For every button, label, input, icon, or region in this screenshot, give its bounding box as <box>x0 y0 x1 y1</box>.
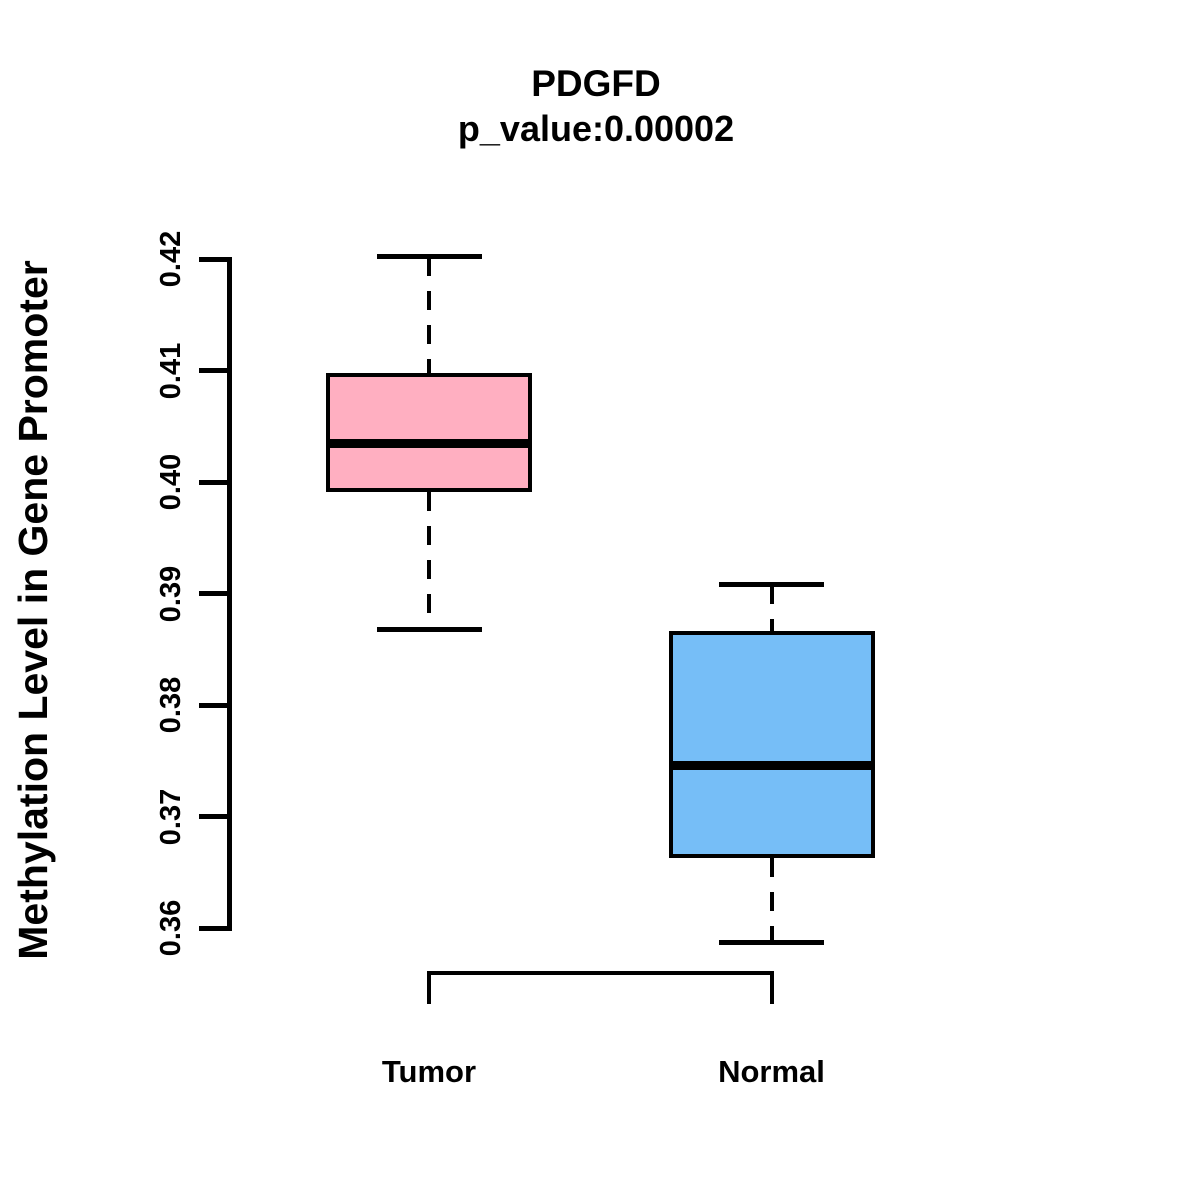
y-tick <box>199 256 229 262</box>
normal-min-cap <box>719 940 824 945</box>
y-tick <box>199 702 229 708</box>
y-tick <box>199 368 229 373</box>
y-tick <box>199 479 229 485</box>
y-tick-label: 0.42 <box>155 230 187 288</box>
tumor-lower-whisker <box>427 492 431 630</box>
y-tick-label: 0.37 <box>155 788 187 845</box>
x-axis-line <box>427 971 774 975</box>
x-category-label: Tumor <box>381 1054 477 1089</box>
chart-title: PDGFD <box>531 63 661 104</box>
x-tick <box>427 971 431 1004</box>
tumor-min-cap <box>376 626 482 632</box>
x-tick <box>769 971 774 1004</box>
normal-box <box>668 631 875 858</box>
y-tick-label: 0.41 <box>155 342 187 399</box>
tumor-upper-whisker <box>427 256 431 373</box>
y-tick <box>199 591 229 596</box>
normal-max-cap <box>719 582 824 588</box>
tumor-box <box>326 372 532 492</box>
y-tick-label: 0.39 <box>155 565 187 622</box>
tumor-median-line <box>326 438 532 448</box>
y-tick <box>199 814 229 819</box>
y-axis-line <box>226 256 232 931</box>
chart-subtitle: p_value:0.00002 <box>457 108 735 149</box>
y-tick-label: 0.40 <box>155 453 187 511</box>
x-category-label: Normal <box>718 1054 825 1089</box>
y-tick <box>199 925 229 931</box>
chart-title-block: PDGFD p_value:0.00002 <box>246 62 946 152</box>
tumor-max-cap <box>376 254 482 260</box>
normal-upper-whisker <box>769 584 774 632</box>
y-tick-label: 0.38 <box>155 676 187 734</box>
normal-median-line <box>668 760 875 770</box>
y-tick-label: 0.36 <box>155 899 187 957</box>
normal-lower-whisker <box>769 857 774 943</box>
